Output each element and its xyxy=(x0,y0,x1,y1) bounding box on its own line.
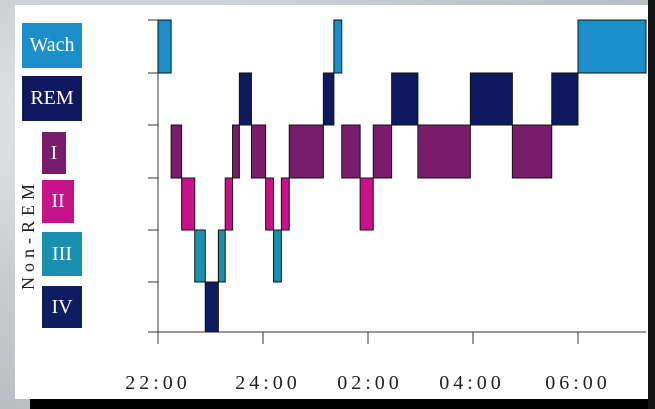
legend-wach: Wach xyxy=(22,23,82,68)
hypnogram-segment xyxy=(217,229,226,283)
hypnogram-segment xyxy=(577,19,647,74)
hypnogram-segment xyxy=(333,19,343,74)
hypnogram-segment xyxy=(194,229,206,283)
x-tick-label: 02:00 xyxy=(337,372,403,394)
legend-stage-i: I xyxy=(42,132,66,174)
legend-stage-ii: II xyxy=(42,180,74,223)
legend-stage-iv: IV xyxy=(42,286,82,328)
legend-stage-i-label: I xyxy=(50,141,58,164)
hypnogram-segment xyxy=(511,124,553,179)
legend-stage-ii-label: II xyxy=(51,190,65,212)
hypnogram-segment xyxy=(238,72,252,126)
hypnogram-segment xyxy=(288,124,324,179)
legend-stage-iii-label: III xyxy=(52,242,72,265)
legend-rem-label: REM xyxy=(30,87,74,109)
x-tick-label: 06:00 xyxy=(545,372,611,394)
hypnogram-segment xyxy=(469,72,513,126)
legend-stage-iv-label: IV xyxy=(51,295,73,318)
hypnogram-segment xyxy=(170,124,183,179)
hypnogram-segment xyxy=(359,177,374,231)
hypnogram-segment xyxy=(204,281,219,333)
hypnogram-segment xyxy=(250,124,267,179)
hypnogram-segment xyxy=(265,177,274,231)
hypnogram-segment xyxy=(417,124,471,179)
hypnogram-segment xyxy=(280,177,290,231)
x-tick-label: 04:00 xyxy=(439,372,505,394)
hypnogram-segment xyxy=(391,72,419,126)
hypnogram-segment xyxy=(372,124,393,179)
hypnogram-segment xyxy=(181,177,196,231)
hypnogram-segment xyxy=(232,124,240,179)
hypnogram-segment xyxy=(157,19,172,74)
hypnogram-segment xyxy=(322,72,335,126)
legend-wach-label: Wach xyxy=(29,34,75,56)
hypnogram-segment xyxy=(551,72,579,126)
hypnogram-segment xyxy=(341,124,361,179)
hypnogram-segment xyxy=(224,177,234,231)
chart-panel xyxy=(15,5,648,399)
x-tick-label: 22:00 xyxy=(125,372,191,394)
hypnogram-segment xyxy=(273,229,282,283)
right-border xyxy=(648,0,655,409)
legend-rem: REM xyxy=(22,76,82,121)
legend-stage-iii: III xyxy=(42,232,82,276)
bottom-border xyxy=(30,399,655,409)
x-tick-label: 24:00 xyxy=(235,372,301,394)
